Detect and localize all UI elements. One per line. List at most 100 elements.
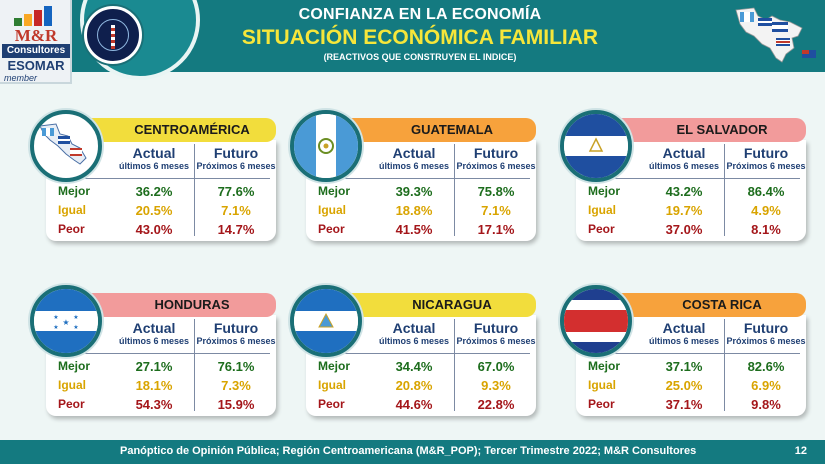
futuro-igual-value: 9.3% bbox=[481, 378, 511, 393]
actual-mejor-value: 37.1% bbox=[665, 359, 703, 374]
country-name: NICARAGUA bbox=[412, 297, 492, 312]
row-label-mejor: Mejor bbox=[58, 359, 91, 373]
column-futuro-header: Futuro Próximos 6 meses bbox=[196, 320, 276, 347]
actual-igual-value: 25.0% bbox=[665, 378, 703, 393]
column-actual-subtitle: últimos 6 meses bbox=[648, 161, 720, 171]
column-futuro-title: Futuro bbox=[213, 320, 259, 336]
row-label-igual: Igual bbox=[588, 203, 617, 217]
country-card-el-salvador: EL SALVADOR Actual últimos 6 meses Futur… bbox=[560, 110, 808, 241]
logo-brand: M&R bbox=[14, 26, 58, 45]
header-divider bbox=[52, 353, 270, 354]
country-card-guatemala: GUATEMALA Actual últimos 6 meses Futuro … bbox=[290, 110, 538, 241]
column-divider bbox=[724, 319, 725, 411]
country-card-body: Actual últimos 6 meses Futuro Próximos 6… bbox=[46, 140, 276, 241]
futuro-igual-value: 7.1% bbox=[221, 203, 251, 218]
column-futuro-subtitle: Próximos 6 meses bbox=[196, 336, 276, 346]
mr-consultores-logo: M&R Consultores ESOMAR member bbox=[0, 0, 72, 84]
header-divider bbox=[582, 178, 800, 179]
page-title: CONFIANZA EN LA ECONOMÍA bbox=[298, 6, 542, 23]
row-label-mejor: Mejor bbox=[318, 184, 351, 198]
row-label-igual: Igual bbox=[58, 378, 87, 392]
column-actual-header: Actual últimos 6 meses bbox=[646, 320, 722, 347]
country-name-bar: EL SALVADOR bbox=[616, 118, 806, 142]
column-actual-subtitle: últimos 6 meses bbox=[378, 336, 450, 346]
column-futuro-title: Futuro bbox=[743, 320, 789, 336]
futuro-mejor-value: 76.1% bbox=[217, 359, 255, 374]
futuro-peor-value: 17.1% bbox=[477, 222, 515, 237]
footer-source: Panóptico de Opinión Pública; Región Cen… bbox=[120, 445, 697, 457]
column-futuro-title: Futuro bbox=[213, 145, 259, 161]
row-label-mejor: Mejor bbox=[588, 359, 621, 373]
honduras-flag-icon: ★ ★ ★ ★ ★ bbox=[30, 285, 102, 357]
header-divider bbox=[52, 178, 270, 179]
column-futuro-header: Futuro Próximos 6 meses bbox=[196, 145, 276, 172]
column-actual-header: Actual últimos 6 meses bbox=[376, 320, 452, 347]
column-actual-header: Actual últimos 6 meses bbox=[116, 320, 192, 347]
panoptico-badge-icon bbox=[84, 6, 142, 64]
svg-text:★: ★ bbox=[53, 324, 58, 331]
central-america-map-icon bbox=[735, 7, 816, 63]
country-name-bar: NICARAGUA bbox=[346, 293, 536, 317]
column-actual-title: Actual bbox=[132, 320, 176, 336]
actual-igual-value: 18.1% bbox=[135, 378, 173, 393]
header-divider bbox=[312, 178, 530, 179]
actual-igual-value: 20.5% bbox=[135, 203, 173, 218]
header-divider bbox=[312, 353, 530, 354]
footer-bar: Panóptico de Opinión Pública; Región Cen… bbox=[0, 440, 825, 464]
country-card-costa-rica: COSTA RICA Actual últimos 6 meses Futuro… bbox=[560, 285, 808, 416]
column-divider bbox=[454, 144, 455, 236]
column-divider bbox=[194, 144, 195, 236]
column-futuro-subtitle: Próximos 6 meses bbox=[726, 161, 806, 171]
column-futuro-header: Futuro Próximos 6 meses bbox=[456, 320, 536, 347]
futuro-igual-value: 7.1% bbox=[481, 203, 511, 218]
svg-text:★: ★ bbox=[62, 318, 69, 327]
column-futuro-subtitle: Próximos 6 meses bbox=[196, 161, 276, 171]
column-actual-subtitle: últimos 6 meses bbox=[648, 336, 720, 346]
actual-peor-value: 41.5% bbox=[395, 222, 433, 237]
actual-mejor-value: 43.2% bbox=[665, 184, 703, 199]
column-actual-subtitle: últimos 6 meses bbox=[378, 161, 450, 171]
column-futuro-header: Futuro Próximos 6 meses bbox=[456, 145, 536, 172]
actual-peor-value: 37.1% bbox=[665, 397, 703, 412]
column-actual-title: Actual bbox=[662, 320, 706, 336]
futuro-mejor-value: 75.8% bbox=[477, 184, 515, 199]
svg-text:★: ★ bbox=[73, 324, 78, 331]
row-label-peor: Peor bbox=[318, 222, 345, 236]
column-futuro-title: Futuro bbox=[473, 145, 519, 161]
column-actual-subtitle: últimos 6 meses bbox=[118, 161, 190, 171]
esomar-label: ESOMAR bbox=[7, 58, 65, 73]
row-label-igual: Igual bbox=[588, 378, 617, 392]
futuro-peor-value: 15.9% bbox=[217, 397, 255, 412]
page-number: 12 bbox=[794, 445, 807, 457]
country-name: EL SALVADOR bbox=[676, 122, 768, 137]
column-actual-header: Actual últimos 6 meses bbox=[116, 146, 192, 172]
central-america-map-icon bbox=[30, 110, 102, 182]
row-label-igual: Igual bbox=[318, 378, 347, 392]
futuro-igual-value: 6.9% bbox=[751, 378, 781, 393]
column-futuro-title: Futuro bbox=[473, 320, 519, 336]
column-divider bbox=[194, 319, 195, 411]
column-futuro-header: Futuro Próximos 6 meses bbox=[726, 146, 806, 172]
nicaragua-flag-icon bbox=[290, 285, 362, 357]
country-name-bar: HONDURAS bbox=[86, 293, 276, 317]
actual-mejor-value: 34.4% bbox=[395, 359, 433, 374]
actual-mejor-value: 39.3% bbox=[395, 184, 433, 199]
column-actual-header: Actual últimos 6 meses bbox=[646, 145, 722, 172]
actual-igual-value: 18.8% bbox=[395, 203, 433, 218]
guatemala-flag-icon bbox=[290, 110, 362, 182]
column-futuro-header: Futuro Próximos 6 meses bbox=[726, 320, 806, 347]
country-name: HONDURAS bbox=[154, 297, 230, 312]
column-divider bbox=[724, 144, 725, 236]
svg-text:★: ★ bbox=[53, 314, 58, 321]
row-label-peor: Peor bbox=[588, 222, 615, 236]
futuro-peor-value: 9.8% bbox=[751, 397, 781, 412]
country-name-bar: GUATEMALA bbox=[346, 118, 536, 142]
futuro-igual-value: 7.3% bbox=[221, 378, 251, 393]
column-actual-title: Actual bbox=[392, 320, 436, 336]
futuro-mejor-value: 86.4% bbox=[747, 184, 785, 199]
page-note: (REACTIVOS QUE CONSTRUYEN EL INDICE) bbox=[323, 52, 517, 62]
column-actual-title: Actual bbox=[662, 145, 706, 161]
futuro-peor-value: 8.1% bbox=[751, 222, 781, 237]
logo-brand-sub: Consultores bbox=[2, 44, 70, 58]
futuro-igual-value: 4.9% bbox=[751, 203, 781, 218]
